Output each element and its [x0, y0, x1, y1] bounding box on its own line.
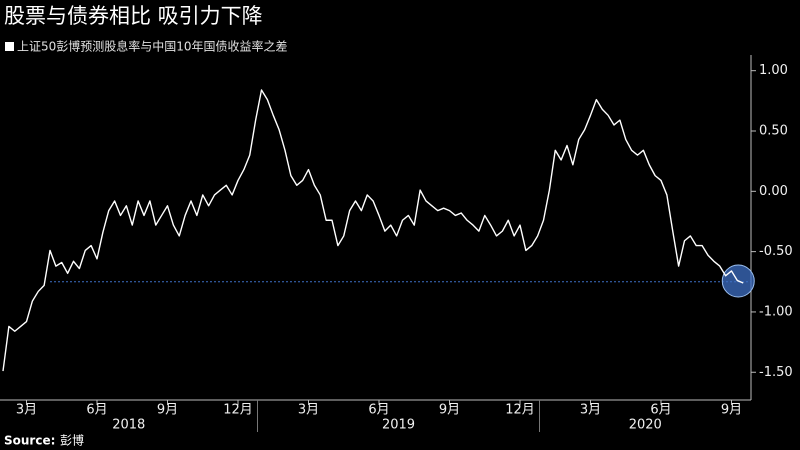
x-tick-label: 3月 [298, 403, 319, 418]
x-tick-label: 3月 [16, 403, 37, 418]
year-label: 2020 [629, 418, 662, 433]
y-tick-label: 0.50 [759, 123, 788, 138]
series-line [2, 89, 744, 372]
x-tick-label: 6月 [368, 403, 389, 418]
year-label: 2018 [112, 418, 145, 433]
y-tick-label: -1.50 [759, 365, 793, 380]
x-tick-label: 6月 [86, 403, 107, 418]
x-tick-label: 12月 [223, 403, 253, 418]
x-tick-label: 3月 [580, 403, 601, 418]
chart-title: 股票与债券相比 吸引力下降 [4, 4, 263, 28]
source-label: Source: [4, 434, 55, 448]
y-tick-label: 0.00 [759, 184, 788, 199]
x-tick-label: 9月 [157, 403, 178, 418]
y-tick-label: -1.00 [759, 304, 793, 319]
x-tick-label: 6月 [650, 403, 671, 418]
legend-swatch [5, 42, 14, 51]
source: 彭博 [60, 433, 84, 448]
legend-label: 上证50彭博预测股息率与中国10年国债收益率之差 [17, 39, 288, 54]
year-label: 2019 [382, 418, 415, 433]
x-tick-label: 12月 [505, 403, 535, 418]
y-tick-label: 1.00 [759, 63, 788, 78]
y-tick-label: -0.50 [759, 244, 793, 259]
x-tick-label: 9月 [439, 403, 460, 418]
x-tick-label: 9月 [721, 403, 742, 418]
